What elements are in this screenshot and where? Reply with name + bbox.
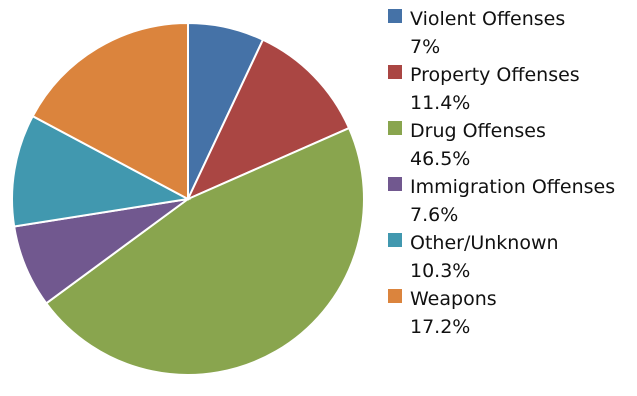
legend-swatch-immigration-offenses xyxy=(388,177,402,191)
legend-swatch-weapons xyxy=(388,289,402,303)
legend-value-weapons: 17.2% xyxy=(410,316,470,338)
legend-swatch-other-unknown xyxy=(388,233,402,247)
legend-label-drug-offenses: Drug Offenses xyxy=(410,120,546,142)
legend-label-immigration-offenses: Immigration Offenses xyxy=(410,176,615,198)
legend-swatch-drug-offenses xyxy=(388,121,402,135)
pie-slices xyxy=(11,21,365,376)
legend-label-property-offenses: Property Offenses xyxy=(410,64,580,86)
legend-swatch-property-offenses xyxy=(388,65,402,79)
pie-slice-weapons xyxy=(31,21,189,201)
legend-value-drug-offenses: 46.5% xyxy=(410,148,470,170)
pie-slice-other-unknown xyxy=(11,114,192,228)
pie-slice-property-offenses xyxy=(185,38,351,201)
legend: Violent Offenses 7% Property Offenses 11.4%… xyxy=(388,8,615,338)
legend-label-weapons: Weapons xyxy=(410,288,497,310)
legend-value-immigration-offenses: 7.6% xyxy=(410,204,458,226)
legend-value-property-offenses: 11.4% xyxy=(410,92,470,114)
legend-swatch-violent-offenses xyxy=(388,9,402,23)
legend-value-other-unknown: 10.3% xyxy=(410,260,470,282)
legend-value-violent-offenses: 7% xyxy=(410,36,440,58)
legend-label-other-unknown: Other/Unknown xyxy=(410,232,559,254)
legend-label-violent-offenses: Violent Offenses xyxy=(410,8,565,30)
pie-slice-drug-offenses xyxy=(44,126,365,376)
